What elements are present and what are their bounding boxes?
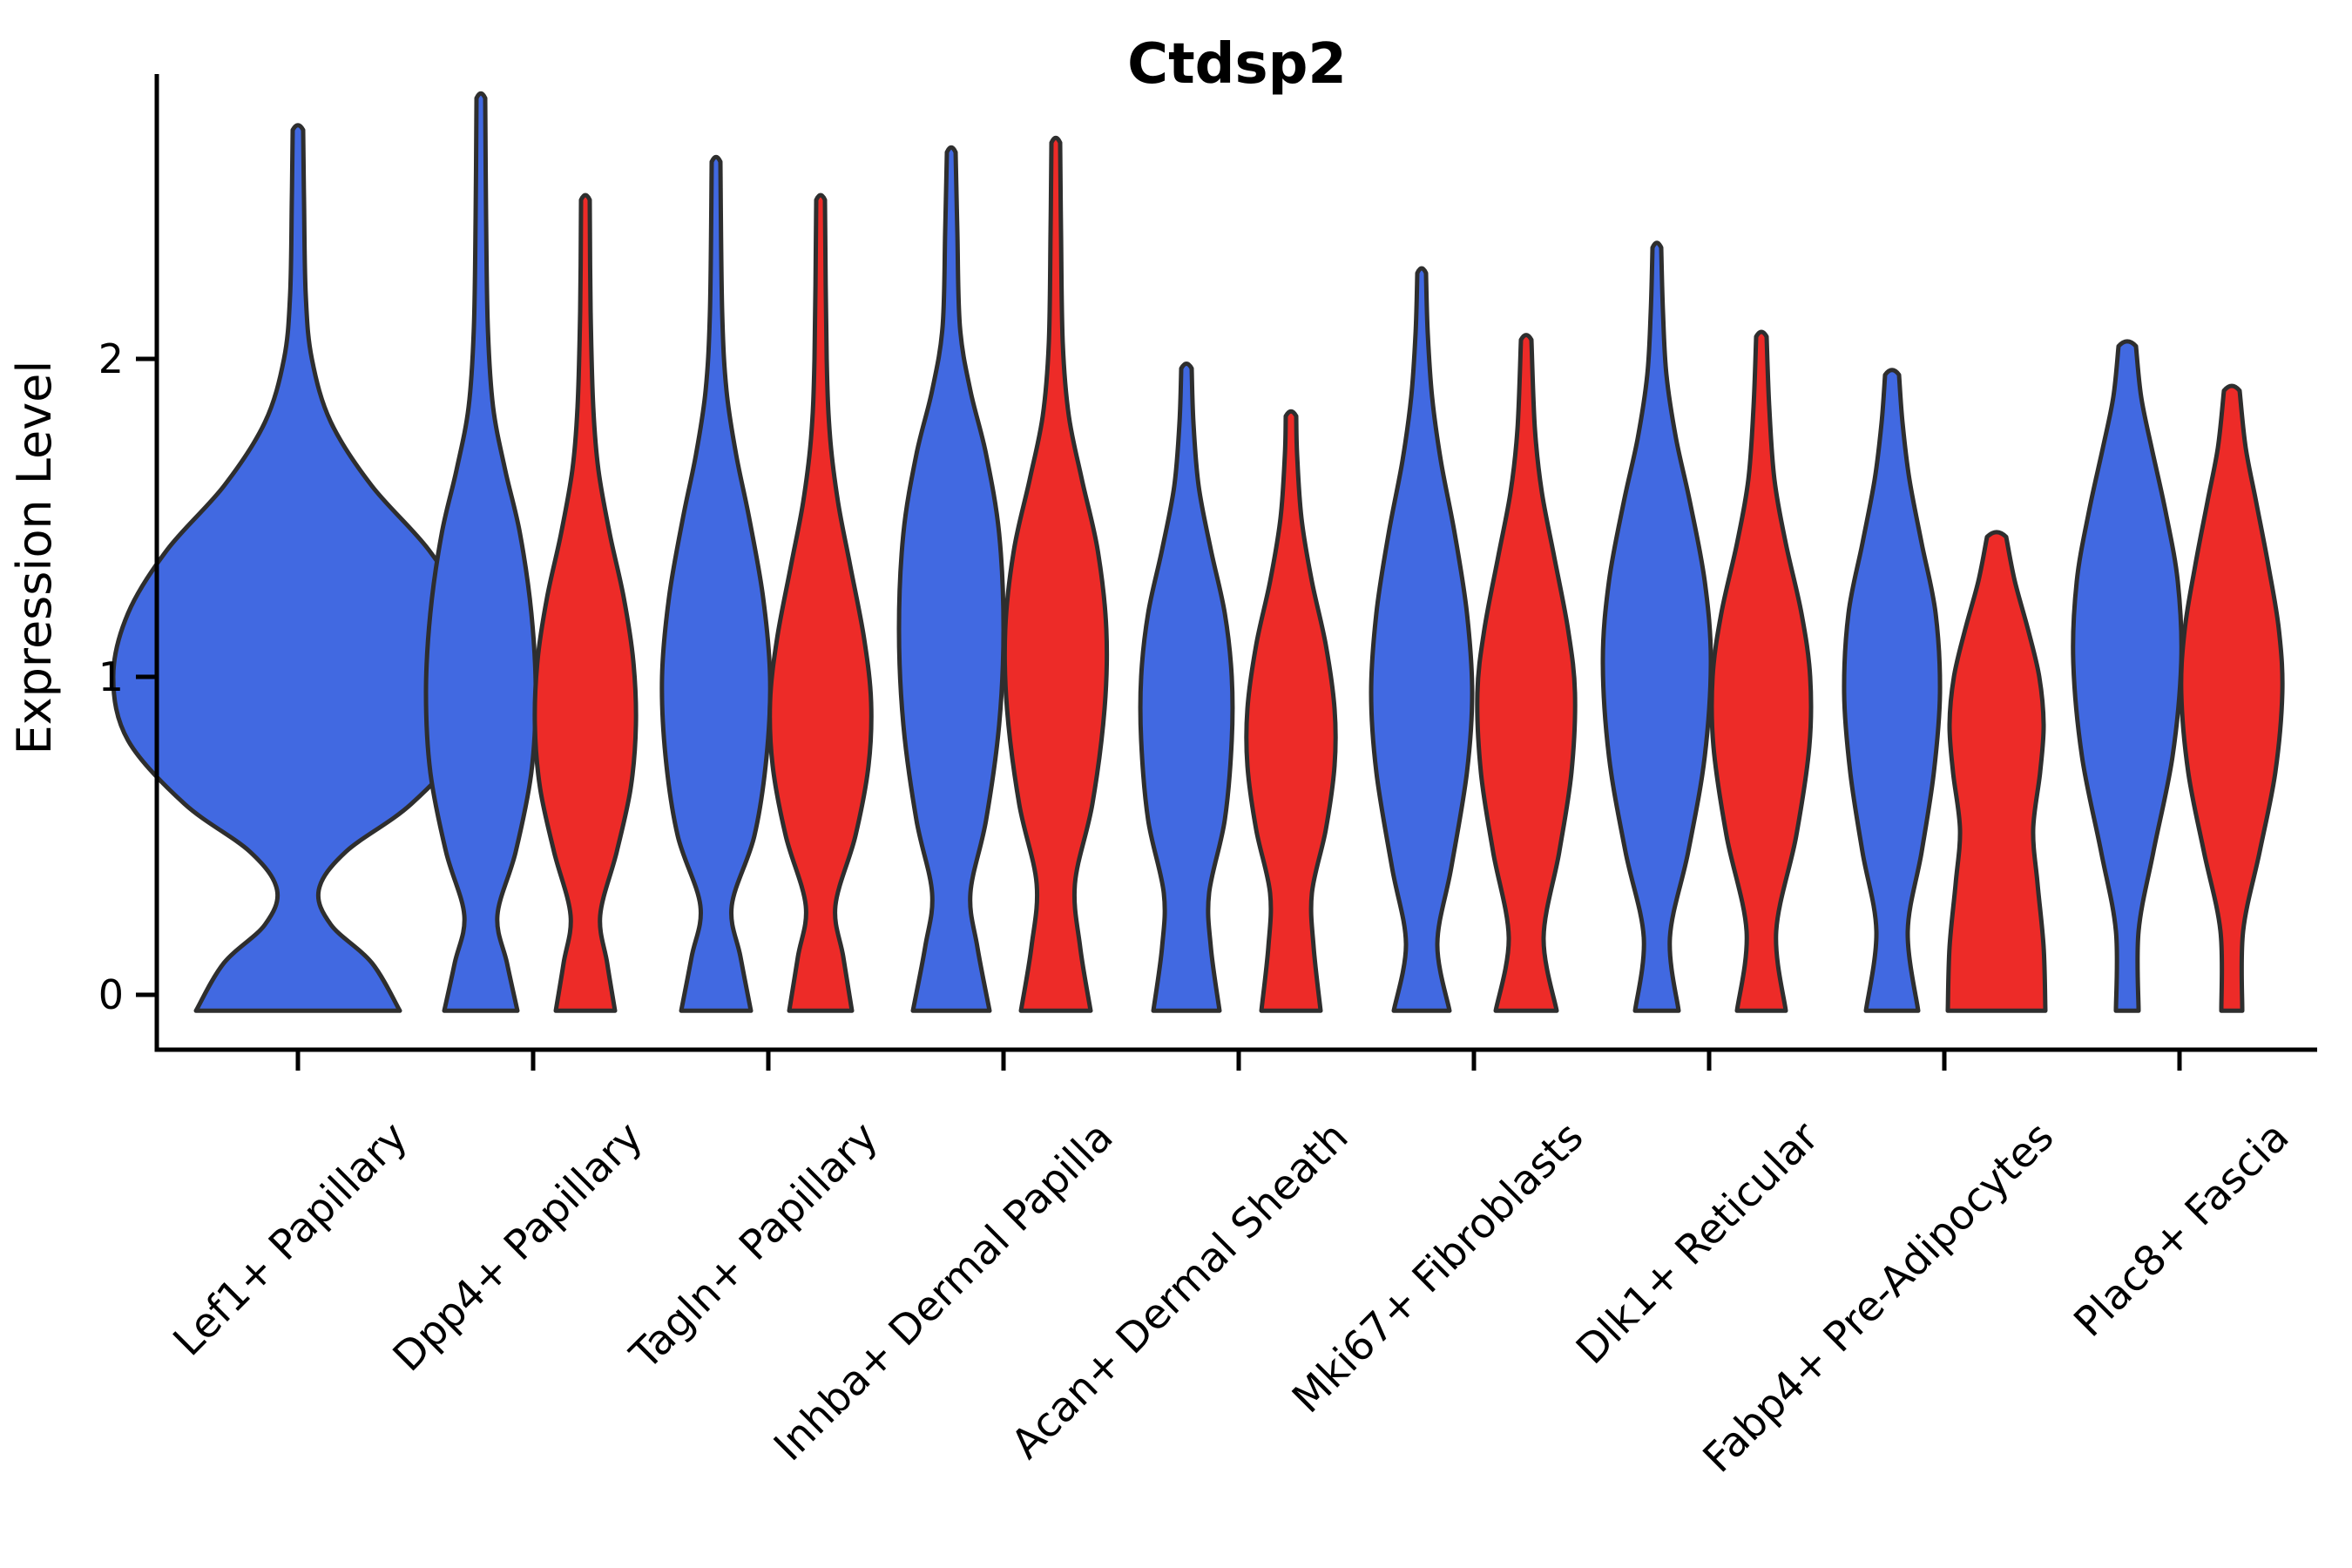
violin-fabp4-red (1945, 530, 2048, 1013)
violin-acan-blue (1138, 362, 1235, 1013)
x-tick-label-0: Lef1+ Papillary (165, 1113, 417, 1366)
violin-lef1-blue (111, 123, 485, 1013)
violin-plac8-blue (2071, 339, 2184, 1013)
x-tick-label-6: Dlk1+ Reticular (1567, 1112, 1828, 1374)
x-tick-label-2: Tagln+ Papillary (621, 1113, 888, 1380)
violin-dpp4-blue (423, 91, 538, 1013)
y-tick-label-1: 1 (98, 653, 124, 700)
violin-acan-red (1244, 409, 1338, 1013)
axes-spines (154, 74, 2317, 1052)
violin-dlk1-blue (1600, 240, 1713, 1013)
x-tick-label-8: Plac8+ Fascia (2065, 1113, 2299, 1347)
violin-inhba-blue (896, 145, 1006, 1013)
y-tick-label-0: 0 (98, 971, 124, 1018)
ticks-layer (136, 356, 2182, 1071)
chart-title: Ctdsp2 (1127, 32, 1347, 97)
violin-dpp4-red (532, 193, 639, 1013)
y-tick-label-2: 2 (98, 335, 124, 382)
y-axis-label: Expression Level (7, 361, 62, 755)
violin-inhba-red (1002, 135, 1110, 1013)
violin-plac8-red (2179, 383, 2285, 1013)
violin-fabp4-blue (1842, 368, 1943, 1013)
violins-layer (111, 91, 2285, 1013)
y-tick-labels: 0 1 2 (98, 335, 124, 1018)
x-tick-label-1: Dpp4+ Papillary (384, 1113, 652, 1382)
violin-dlk1-red (1709, 329, 1814, 1013)
violin-mki67-blue (1369, 266, 1475, 1013)
violin-tagln-blue (659, 154, 773, 1013)
violin-mki67-red (1475, 333, 1578, 1013)
violin-tagln-red (767, 193, 874, 1013)
